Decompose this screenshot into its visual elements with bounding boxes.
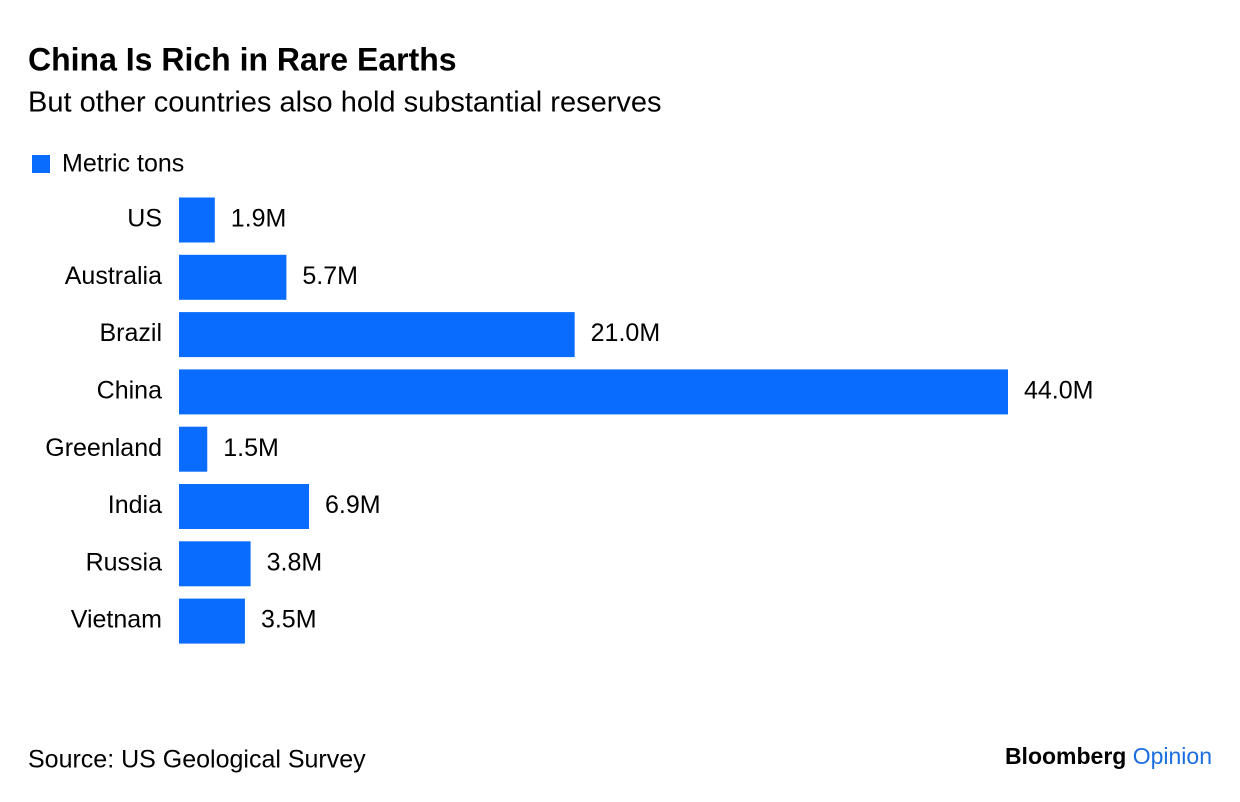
category-label: Greenland [45, 434, 162, 462]
brand: Bloomberg Opinion [1005, 743, 1212, 769]
category-label: China [97, 377, 162, 405]
source-note: Source: US Geological Survey [28, 746, 366, 774]
chart-title: China Is Rich in Rare Earths [28, 41, 457, 77]
value-label: 21.0M [591, 319, 660, 347]
bar [179, 254, 287, 300]
category-label: Vietnam [71, 606, 162, 634]
bar [179, 369, 1008, 415]
category-label: Australia [65, 262, 162, 290]
bar [179, 598, 245, 644]
value-label: 5.7M [302, 262, 358, 290]
category-label: Brazil [99, 319, 162, 347]
brand-product: Opinion [1133, 743, 1212, 769]
category-label: Russia [86, 548, 163, 576]
legend-label: Metric tons [62, 150, 184, 178]
value-label: 6.9M [325, 491, 381, 519]
bar [179, 426, 208, 472]
value-label: 1.5M [223, 434, 279, 462]
category-label: India [108, 491, 162, 519]
category-label: US [127, 205, 162, 233]
chart-subtitle: But other countries also hold substantia… [28, 87, 662, 119]
value-label: 3.8M [267, 548, 323, 576]
bar [179, 312, 575, 358]
legend-swatch [32, 155, 50, 173]
value-label: 44.0M [1024, 377, 1093, 405]
value-label: 1.9M [231, 205, 287, 233]
value-label: 3.5M [261, 606, 317, 634]
bar [179, 541, 251, 587]
bar [179, 197, 215, 243]
brand-name: Bloomberg [1005, 743, 1126, 769]
bar [179, 484, 310, 529]
